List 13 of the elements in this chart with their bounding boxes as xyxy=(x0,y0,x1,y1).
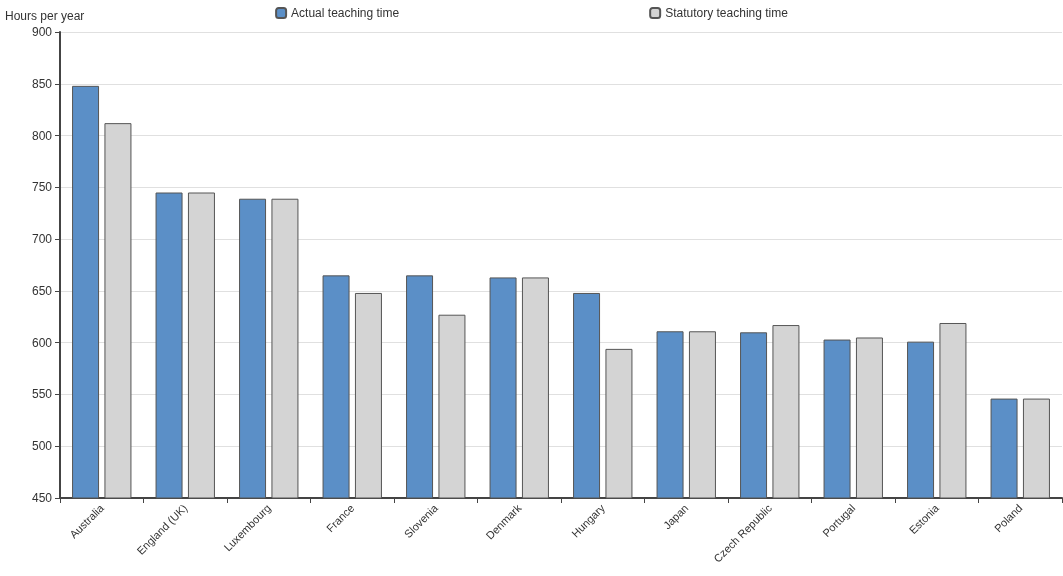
y-tick-label: 800 xyxy=(31,128,53,143)
y-axis-title: Hours per year xyxy=(5,9,85,23)
y-tick-label: 500 xyxy=(31,439,53,454)
y-tick-label: 900 xyxy=(31,25,53,39)
y-tick-label: 750 xyxy=(31,180,53,195)
y-tick-label: 850 xyxy=(31,76,53,91)
y-tick-label: 700 xyxy=(31,232,53,247)
legend-label: Actual teaching time xyxy=(291,6,400,20)
y-tick-label: 550 xyxy=(31,387,53,402)
y-tick-label: 650 xyxy=(31,283,53,298)
y-tick-label: 600 xyxy=(31,335,53,350)
y-tick-label: 450 xyxy=(31,491,53,505)
legend-label: Statutory teaching time xyxy=(665,6,789,20)
